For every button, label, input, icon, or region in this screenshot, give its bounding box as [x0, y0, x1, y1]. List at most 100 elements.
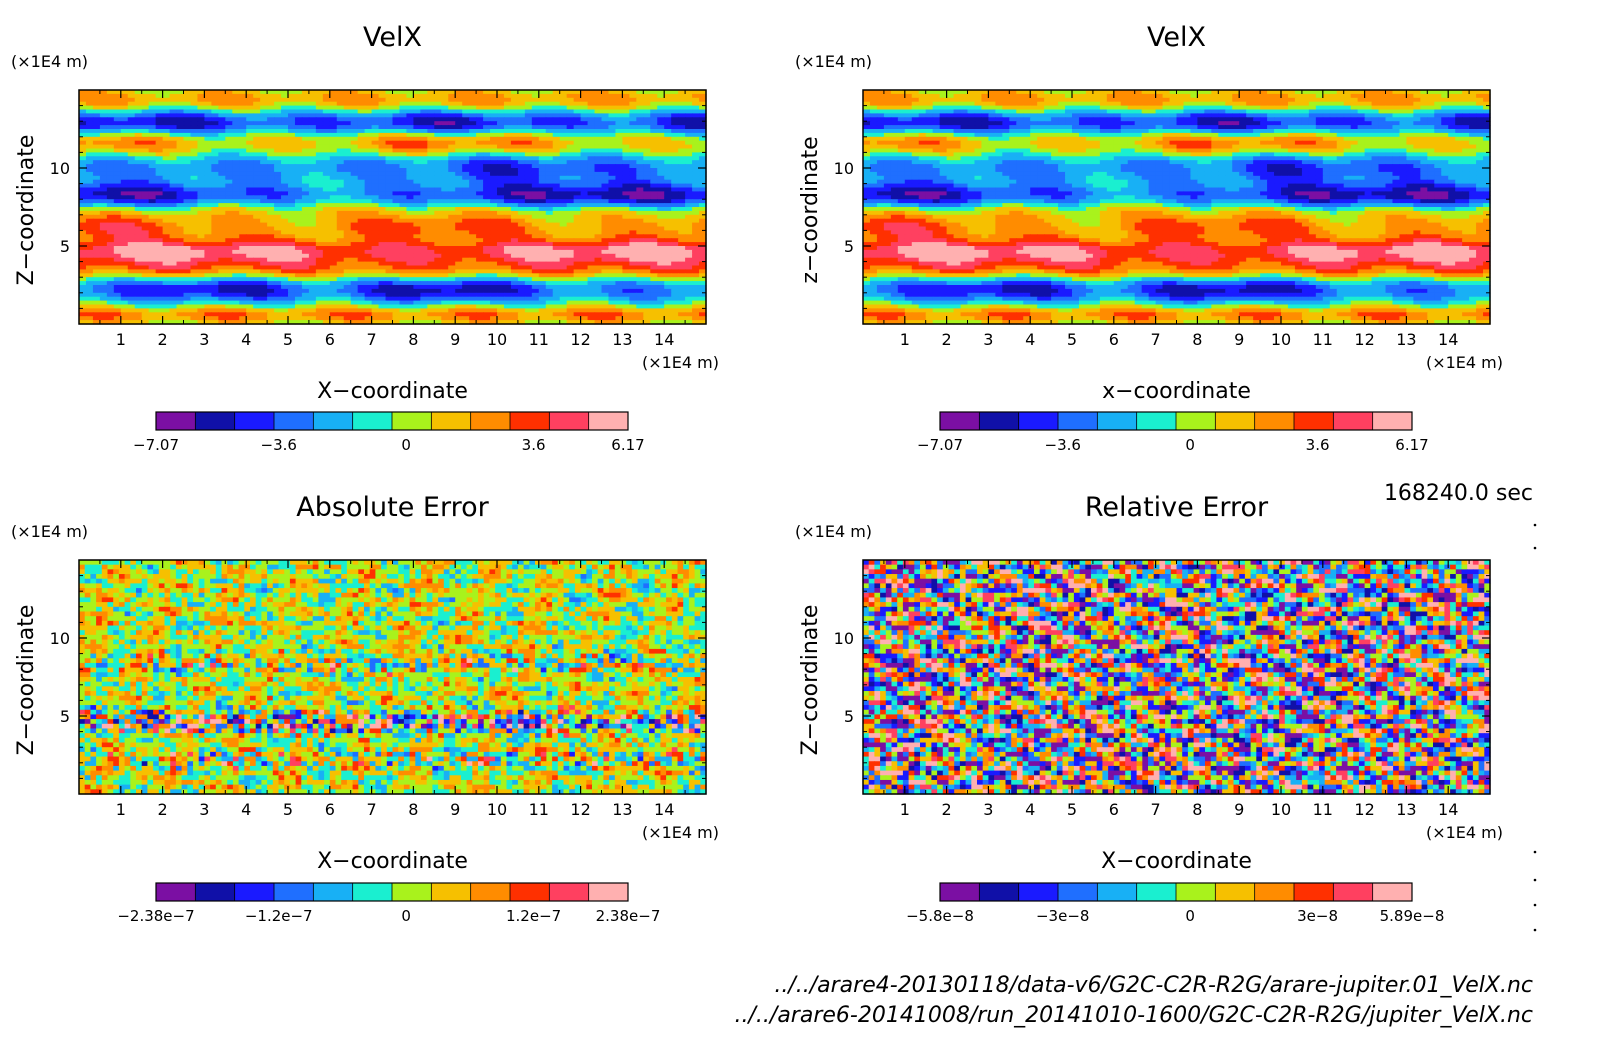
heatmap-cell [100, 215, 108, 220]
heatmap-cell [330, 199, 338, 204]
heatmap-cell [302, 133, 310, 138]
heatmap-cell [476, 145, 484, 150]
heatmap-cell [309, 149, 317, 154]
heatmap-cell [490, 102, 498, 107]
heatmap-cell [302, 125, 310, 130]
heatmap-cell [121, 125, 129, 130]
heatmap-cell [413, 117, 421, 122]
heatmap-cell [79, 129, 87, 134]
heatmap-cell [664, 133, 672, 138]
heatmap-cell [365, 191, 373, 196]
heatmap-cell [232, 230, 240, 235]
heatmap-cell [406, 188, 414, 193]
heatmap-cell [574, 203, 582, 208]
heatmap-cell [581, 121, 589, 126]
heatmap-cell [86, 152, 94, 157]
heatmap-cell [602, 266, 610, 271]
heatmap-cell [622, 301, 630, 306]
heatmap-cell [441, 207, 449, 212]
heatmap-cell [121, 277, 129, 282]
heatmap-cell [490, 289, 498, 294]
heatmap-cell [504, 110, 512, 115]
heatmap-cell [636, 273, 644, 278]
heatmap-cell [309, 117, 317, 122]
heatmap-cell [232, 285, 240, 290]
heatmap-cell [142, 269, 150, 274]
heatmap-cell [386, 223, 394, 228]
heatmap-cell [107, 230, 115, 235]
heatmap-cell [351, 164, 359, 169]
heatmap-cell [413, 289, 421, 294]
heatmap-cell [121, 285, 129, 290]
heatmap-cell [497, 110, 505, 115]
heatmap-cell [274, 145, 282, 150]
heatmap-cell [643, 191, 651, 196]
heatmap-cell [678, 149, 686, 154]
heatmap-cell [511, 102, 519, 107]
heatmap-cell [246, 215, 254, 220]
heatmap-cell [365, 160, 373, 165]
heatmap-cell [281, 230, 289, 235]
heatmap-cell [574, 269, 582, 274]
heatmap-cell [413, 211, 421, 216]
heatmap-cell [246, 223, 254, 228]
heatmap-cell [281, 180, 289, 185]
heatmap-cell [622, 110, 630, 115]
heatmap-cell [204, 141, 212, 146]
heatmap-cell [379, 125, 387, 130]
heatmap-cell [225, 266, 233, 271]
heatmap-cell [337, 110, 345, 115]
heatmap-cell [504, 211, 512, 216]
heatmap-cell [448, 145, 456, 150]
heatmap-cell [525, 113, 533, 118]
heatmap-cell [399, 195, 407, 200]
heatmap-cell [323, 207, 331, 212]
heatmap-cell [184, 176, 192, 181]
heatmap-cell [177, 106, 185, 111]
heatmap-cell [330, 277, 338, 282]
heatmap-cell [121, 207, 129, 212]
heatmap-cell [177, 207, 185, 212]
heatmap-cell [602, 227, 610, 232]
heatmap-cell [218, 195, 226, 200]
heatmap-cell [678, 117, 686, 122]
heatmap-cell [302, 172, 310, 177]
heatmap-cell [142, 203, 150, 208]
heatmap-cell [246, 133, 254, 138]
heatmap-cell [79, 262, 87, 267]
heatmap-cell [434, 230, 442, 235]
heatmap-cell [170, 234, 178, 239]
heatmap-cell [608, 184, 616, 189]
heatmap-cell [114, 145, 122, 150]
heatmap-cell [190, 195, 198, 200]
heatmap-cell [344, 152, 352, 157]
heatmap-cell [615, 246, 623, 251]
heatmap-cell [170, 129, 178, 134]
heatmap-cell [260, 149, 268, 154]
heatmap-cell [274, 106, 282, 111]
heatmap-cell [455, 106, 463, 111]
heatmap-cell [128, 164, 136, 169]
heatmap-cell [190, 117, 198, 122]
heatmap-cell [588, 234, 596, 239]
heatmap-cell [406, 293, 414, 298]
heatmap-cell [386, 125, 394, 130]
heatmap-cell [142, 199, 150, 204]
heatmap-cell [302, 98, 310, 103]
heatmap-cell [197, 207, 205, 212]
heatmap-cell [532, 195, 540, 200]
heatmap-cell [434, 273, 442, 278]
heatmap-cell [184, 242, 192, 247]
heatmap-cell [525, 106, 533, 111]
heatmap-cell [239, 305, 247, 310]
heatmap-cell [142, 117, 150, 122]
heatmap-cell [379, 168, 387, 173]
heatmap-cell [455, 234, 463, 239]
heatmap-cell [358, 305, 366, 310]
heatmap-cell [636, 277, 644, 282]
heatmap-cell [420, 133, 428, 138]
heatmap-cell [163, 117, 171, 122]
heatmap-cell [204, 168, 212, 173]
heatmap-cell [602, 273, 610, 278]
heatmap-cell [142, 238, 150, 243]
